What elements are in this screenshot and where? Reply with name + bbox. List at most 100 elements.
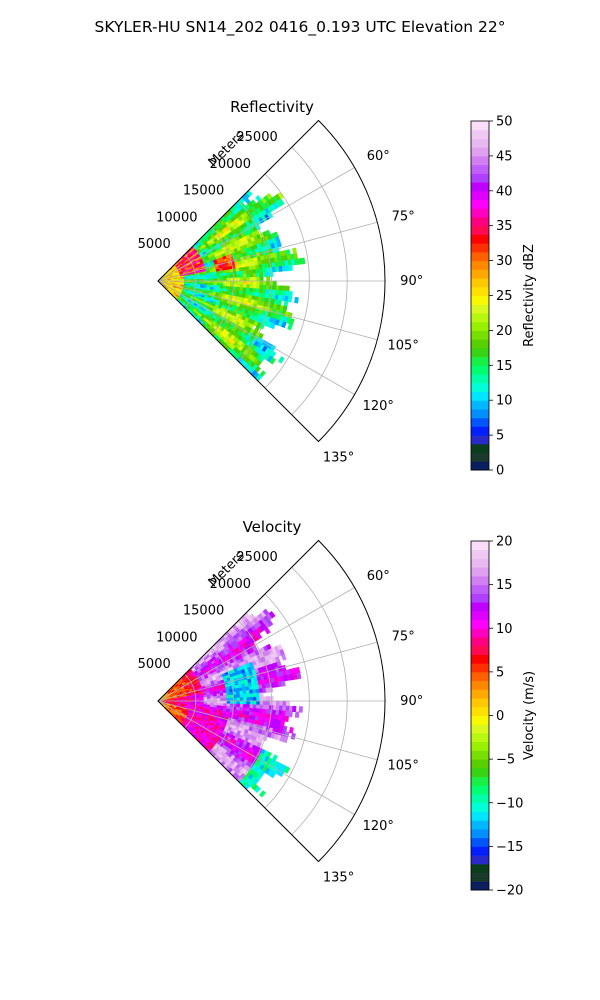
data-cell [288, 290, 293, 298]
colorbar-swatch [471, 654, 489, 664]
r-tick-label: 25000 [236, 550, 277, 565]
colorbar-tick-label: 10 [496, 622, 513, 637]
data-cell [288, 264, 293, 272]
data-cell [243, 277, 248, 282]
data-cell [249, 700, 254, 706]
data-cell [272, 700, 277, 706]
data-cell [283, 766, 291, 774]
data-cell [259, 704, 264, 710]
data-cell [226, 274, 231, 279]
data-cell [243, 700, 248, 705]
colorbar-swatch [471, 602, 489, 612]
angular-gridline [157, 700, 355, 815]
colorbar-swatch [471, 619, 489, 629]
angular-gridline [157, 280, 355, 395]
colorbar-swatch [471, 182, 489, 192]
colorbar-swatch [471, 295, 489, 305]
colorbar-swatch [471, 785, 489, 795]
colorbar-swatch [471, 260, 489, 270]
colorbar-swatch [471, 837, 489, 847]
colorbar-swatch [471, 155, 489, 166]
data-cell [249, 693, 254, 698]
data-cell [284, 715, 290, 722]
data-cell [252, 284, 257, 290]
data-cell [292, 247, 298, 255]
data-cell [239, 277, 244, 282]
data-cell [256, 700, 261, 706]
colorbar-swatch [471, 575, 489, 586]
data-cell [256, 696, 261, 702]
data-cell [233, 280, 238, 285]
colorbar-swatch [471, 339, 489, 349]
data-cell [259, 790, 267, 798]
data-cell [262, 280, 267, 286]
data-cell [246, 277, 251, 282]
colorbar-swatch [471, 234, 489, 244]
data-cell [256, 272, 261, 278]
data-cell [223, 700, 228, 705]
data-cell [256, 632, 263, 640]
data-cell [239, 693, 244, 699]
colorbar-swatch [471, 636, 489, 647]
colorbar-swatch [471, 706, 489, 716]
colorbar-label: Velocity (m/s) [522, 671, 537, 760]
colorbar-swatch [471, 426, 489, 436]
data-cell [239, 700, 244, 705]
data-cell [282, 736, 289, 744]
colorbar-tick-label: 15 [496, 359, 513, 374]
figure-title: SKYLER-HU SN14_202 0416_0.193 UTC Elevat… [95, 18, 506, 37]
colorbar-tick-label: 15 [496, 578, 513, 593]
data-cell [259, 696, 264, 702]
data-cell [275, 700, 281, 707]
data-cell [236, 700, 241, 705]
colorbar-swatch [471, 881, 489, 891]
colorbar-tick-label: 45 [496, 149, 513, 164]
colorbar-swatch [471, 408, 489, 419]
colorbar-swatch [471, 129, 489, 139]
data-cell [236, 697, 241, 702]
colorbar-label: Reflectivity dBZ [522, 244, 537, 347]
colorbar-tick-label: 20 [496, 535, 513, 550]
theta-tick-label: 90° [400, 694, 423, 709]
colorbar-tick-label: 10 [496, 394, 513, 409]
data-cell [246, 284, 251, 289]
data-cell [246, 700, 251, 705]
data-cell [226, 280, 231, 285]
data-cell [256, 280, 261, 286]
data-cell [259, 284, 264, 290]
data-cell [246, 704, 251, 709]
data-cell [259, 700, 264, 706]
theta-tick-label: 105° [388, 759, 419, 774]
colorbar-swatch [471, 330, 489, 340]
angular-gridline [157, 221, 378, 282]
colorbar-swatch [471, 382, 489, 392]
colorbar-swatch [471, 680, 489, 690]
colorbar-tick-label: 30 [496, 254, 513, 269]
r-tick-label: 10000 [156, 630, 197, 645]
data-cell [252, 704, 257, 710]
angular-gridline [157, 167, 355, 282]
data-cell [256, 276, 261, 282]
colorbar-swatch [471, 671, 489, 682]
r-tick-label: 25000 [236, 130, 277, 145]
data-cell [298, 706, 303, 713]
data-cell [249, 704, 254, 709]
data-cell [259, 272, 264, 278]
colorbar-tick-label: 35 [496, 219, 513, 234]
colorbar-swatch [471, 443, 489, 454]
chart-title: Reflectivity [230, 98, 314, 116]
theta-tick-label: 135° [323, 871, 354, 886]
data-cell [268, 610, 276, 619]
angular-gridline [157, 641, 378, 702]
colorbar-swatch [471, 549, 489, 559]
colorbar-swatch [471, 715, 489, 725]
colorbar-swatch [471, 216, 489, 227]
polar-grid [157, 146, 385, 416]
data-cell [281, 653, 287, 661]
data-cell [254, 786, 262, 794]
data-cell [226, 277, 231, 282]
colorbar-swatch [471, 417, 489, 427]
colorbar-swatch [471, 452, 489, 462]
data-cell [296, 672, 302, 680]
data-cell [223, 280, 228, 285]
